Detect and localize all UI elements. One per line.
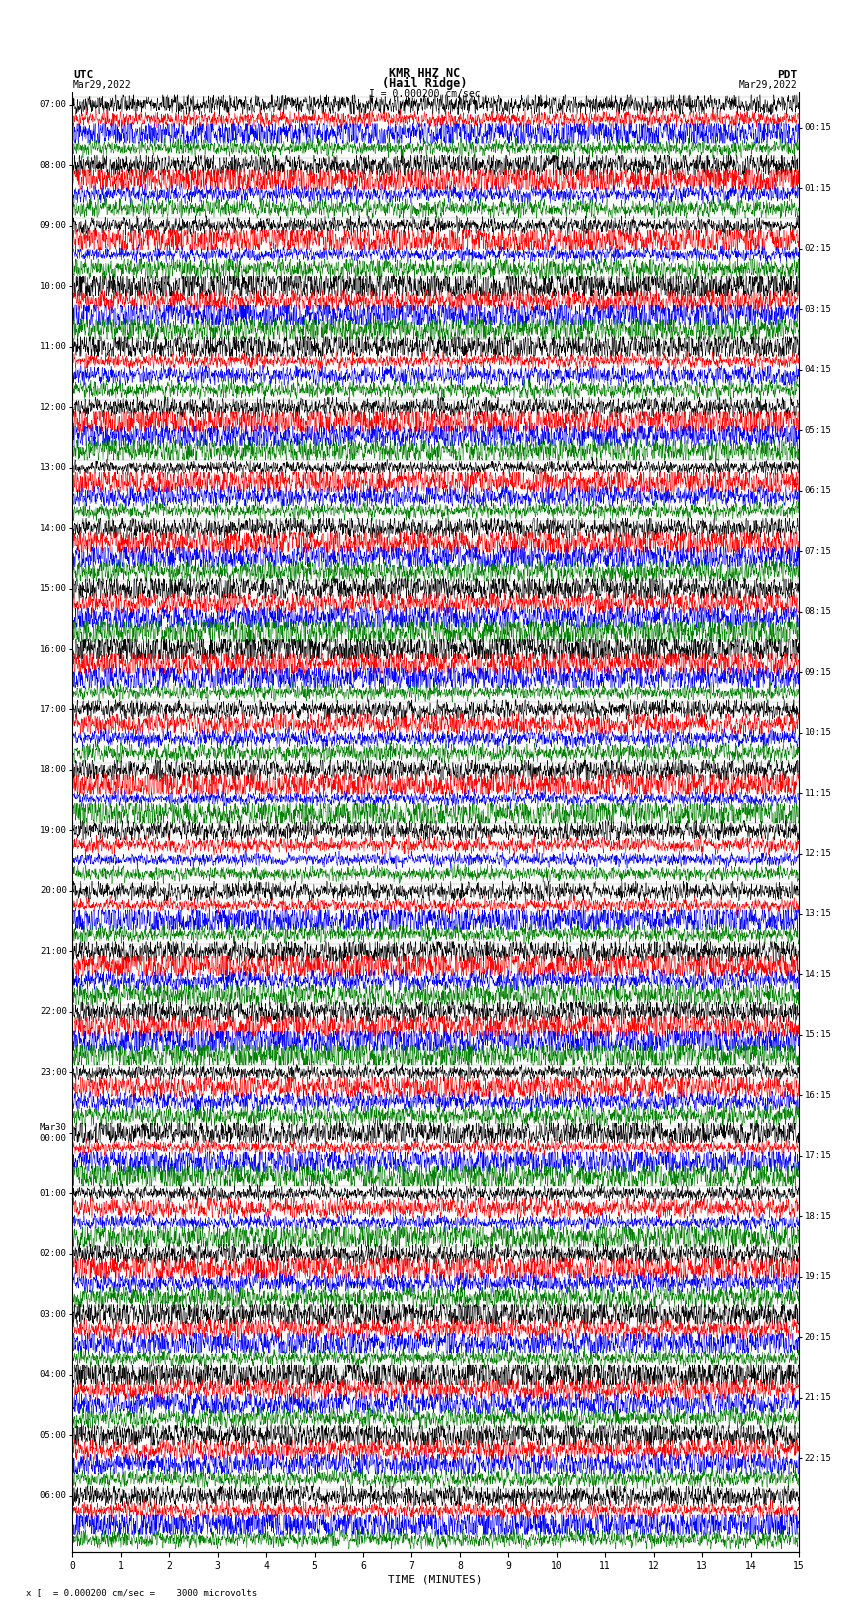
- Text: Mar29,2022: Mar29,2022: [73, 79, 132, 90]
- X-axis label: TIME (MINUTES): TIME (MINUTES): [388, 1574, 483, 1584]
- Text: PDT: PDT: [777, 69, 797, 79]
- Text: (Hail Ridge): (Hail Ridge): [382, 76, 468, 90]
- Text: Mar29,2022: Mar29,2022: [739, 79, 797, 90]
- Text: x [  = 0.000200 cm/sec =    3000 microvolts: x [ = 0.000200 cm/sec = 3000 microvolts: [26, 1587, 257, 1597]
- Text: UTC: UTC: [73, 69, 94, 79]
- Text: KMR HHZ NC: KMR HHZ NC: [389, 66, 461, 79]
- Text: I = 0.000200 cm/sec: I = 0.000200 cm/sec: [369, 89, 481, 100]
